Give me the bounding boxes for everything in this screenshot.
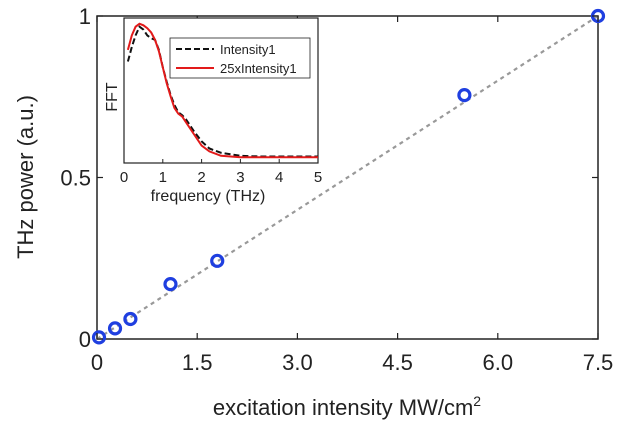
y-tick-label: 0 — [79, 327, 91, 352]
inset-series-line-25xintensity1 — [126, 22, 318, 159]
fit-line-group — [96, 15, 599, 340]
x-axis-label: excitation intensity MW/cm2 — [213, 393, 481, 420]
data-point — [123, 311, 138, 327]
inset-y-axis-label: FFT — [104, 82, 121, 112]
data-point — [91, 330, 107, 345]
x-tick-label: 3.0 — [282, 350, 313, 375]
x-axis-label-superscript: 2 — [473, 393, 481, 409]
inset-x-tick-label: 5 — [314, 169, 322, 186]
y-axis-label: THz power (a.u.) — [13, 95, 38, 259]
data-point-group — [91, 8, 606, 345]
inset-series-group — [126, 22, 318, 159]
x-tick-label: 4.5 — [382, 350, 413, 375]
inset-x-tick-label: 2 — [197, 169, 205, 186]
legend-label-intensity1: Intensity1 — [220, 42, 276, 57]
data-point — [457, 88, 472, 103]
x-axis-label-text: excitation intensity MW/cm — [213, 395, 473, 420]
x-tick-label: 1.5 — [182, 350, 213, 375]
x-tick-label: 6.0 — [483, 350, 514, 375]
inset-x-tick-label: 3 — [236, 169, 244, 186]
y-tick-label: 1 — [79, 4, 91, 29]
data-point — [107, 321, 123, 336]
inset-legend: Intensity1 25xIntensity1 — [169, 37, 311, 79]
legend-label-25xintensity1: 25xIntensity1 — [220, 61, 297, 76]
y-axis-ticks: 00.51 — [60, 4, 598, 352]
x-axis-ticks: 0 1.5 3.0 4.5 6.0 7.5 — [91, 16, 613, 375]
inset-x-tick-label: 4 — [275, 169, 283, 186]
y-tick-label: 0.5 — [60, 166, 91, 191]
inset-x-axis-label: frequency (THz) — [151, 188, 266, 205]
inset-legend-box — [169, 37, 311, 79]
data-point — [210, 253, 225, 268]
fit-line — [96, 15, 599, 340]
inset-x-axis-ticks: 0 1 2 3 4 5 — [120, 159, 322, 186]
x-tick-label: 7.5 — [583, 350, 614, 375]
inset-x-tick-label: 1 — [159, 169, 167, 186]
x-tick-label: 0 — [91, 350, 103, 375]
data-point — [163, 276, 178, 292]
inset-x-tick-label: 0 — [120, 169, 128, 186]
